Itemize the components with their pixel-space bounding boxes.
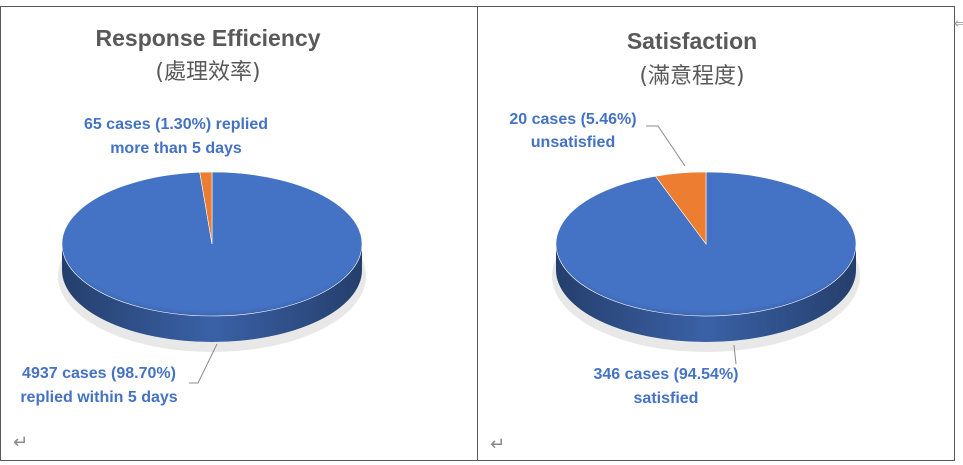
chart-title: Response Efficiency xyxy=(96,25,321,51)
data-label-slice-1-line1: 65 cases (1.30%) replied xyxy=(84,116,268,133)
pie-slice-1 xyxy=(654,171,707,245)
pie-chart-response-efficiency: Response Efficiency (處理效率) 65 cases (1.3… xyxy=(13,25,366,453)
pie-side-wall xyxy=(556,244,856,342)
data-label-slice-0-line2: replied within 5 days xyxy=(20,389,177,406)
paragraph-return-mark: ↵ xyxy=(13,432,28,453)
chart-panel-satisfaction: Satisfaction (滿意程度) 20 cases (5.46%) uns… xyxy=(477,6,955,461)
pie-side-wall xyxy=(62,244,362,342)
pie-chart-satisfaction: Satisfaction (滿意程度) 20 cases (5.46%) uns… xyxy=(490,28,860,455)
pie-slice-1 xyxy=(199,171,213,245)
leader-line xyxy=(733,344,737,365)
edge-arrow-mark: ⇐ xyxy=(954,16,963,32)
chart-subtitle: (滿意程度) xyxy=(639,64,744,89)
chart-subtitle: (處理效率) xyxy=(155,60,260,85)
leader-line xyxy=(189,343,218,384)
data-label-slice-1-line2: unsatisfied xyxy=(531,134,615,151)
pie-slice-0 xyxy=(555,171,857,317)
leader-line xyxy=(646,125,686,167)
pie-3d xyxy=(552,171,860,352)
data-label-slice-1-line1: 20 cases (5.46%) xyxy=(509,111,636,128)
paragraph-return-mark: ↵ xyxy=(490,434,505,455)
data-label-slice-0-line2: satisfied xyxy=(634,390,699,407)
data-label-slice-0-line1: 346 cases (94.54%) xyxy=(594,366,739,383)
chart-panel-response-efficiency: Response Efficiency (處理效率) 65 cases (1.3… xyxy=(0,6,478,461)
data-label-slice-0-line1: 4937 cases (98.70%) xyxy=(22,365,176,382)
data-label-slice-1-line2: more than 5 days xyxy=(110,140,242,157)
pie-3d xyxy=(58,171,366,352)
chart-title: Satisfaction xyxy=(627,28,757,54)
